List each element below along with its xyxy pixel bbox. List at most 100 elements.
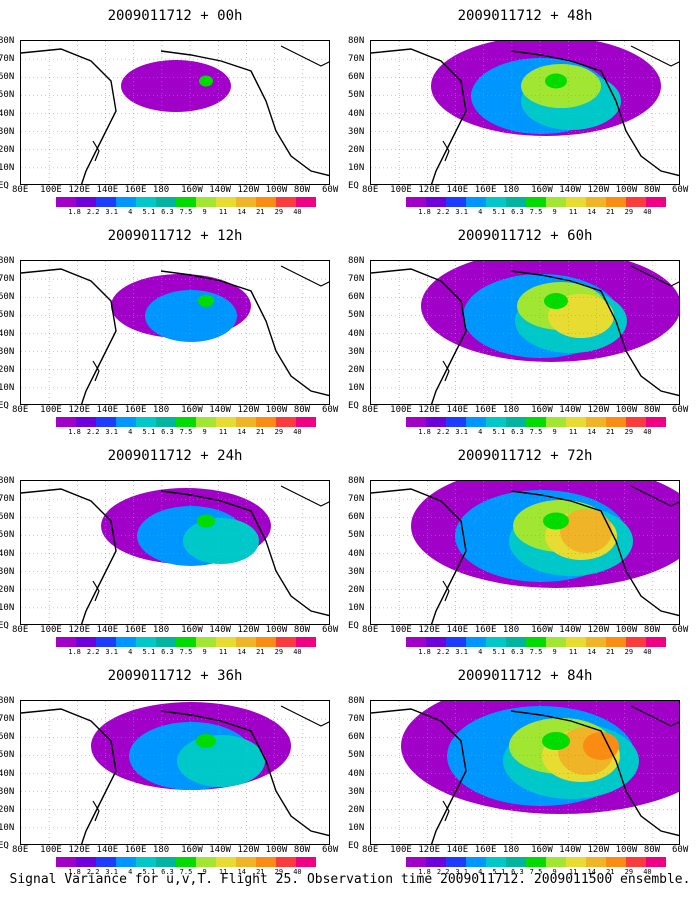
colorbar-label: 11 xyxy=(218,868,228,876)
longitude-label: 80E xyxy=(362,625,379,635)
colorbar-labels: 1.8 2.2 3.1 4 5.1 6.3 7.5 9 11 14 21 29 40 xyxy=(406,428,666,438)
colorbar-swatch xyxy=(646,417,666,427)
variance-map xyxy=(20,700,330,845)
latitude-label: 40N xyxy=(348,548,365,559)
colorbar-label: 40 xyxy=(643,648,652,656)
latitude-label: 60N xyxy=(348,72,365,83)
longitude-label: 160E xyxy=(124,185,147,195)
colorbar-swatch xyxy=(96,197,116,207)
latitude-label: 10N xyxy=(348,382,365,393)
longitude-label: 180 xyxy=(152,625,170,635)
longitude-label: 60W xyxy=(672,845,689,855)
longitude-label: 180 xyxy=(502,845,520,855)
longitude-label: 100E xyxy=(40,185,62,195)
map-panel: 2009011712 + 36h 80N 70N 60N 50N 40N 30N 20N 10N… xyxy=(0,660,350,876)
colorbar-swatch xyxy=(626,417,646,427)
latitude-label: EQ xyxy=(0,401,9,411)
longitude-label: 160W xyxy=(181,625,203,635)
colorbar-label: 11 xyxy=(218,428,228,436)
latitude-label: 30N xyxy=(0,786,15,797)
colorbar-swatch xyxy=(606,857,626,867)
colorbar-swatch xyxy=(76,417,96,427)
latitude-label: 20N xyxy=(348,584,365,595)
colorbar xyxy=(56,197,316,207)
colorbar-swatch xyxy=(296,857,316,867)
latitude-label: 40N xyxy=(348,328,365,339)
latitude-label: 70N xyxy=(0,54,15,65)
latitude-label: 60N xyxy=(348,292,365,303)
variance-map xyxy=(20,40,330,185)
colorbar-swatch xyxy=(156,197,176,207)
colorbar-label: 1.8 xyxy=(418,648,431,656)
colorbar-label: 4 xyxy=(478,868,483,876)
latitude-label: EQ xyxy=(0,181,9,191)
latitude-label: 60N xyxy=(0,72,15,83)
colorbar-swatch xyxy=(136,637,156,647)
longitude-label: 120E xyxy=(418,625,441,635)
latitude-label: 20N xyxy=(0,364,15,375)
colorbar-swatch xyxy=(196,417,216,427)
colorbar-label: 21 xyxy=(606,868,615,876)
colorbar-label: 40 xyxy=(293,428,302,436)
colorbar-swatch xyxy=(506,857,526,867)
latitude-label: 30N xyxy=(348,786,365,797)
latitude-label: 70N xyxy=(0,494,15,505)
colorbar-label: 14 xyxy=(587,428,596,436)
latitude-label: 10N xyxy=(0,162,15,173)
panel-title: 2009011712 + 84h xyxy=(457,668,593,684)
latitude-label: EQ xyxy=(348,621,359,631)
map-panel: 2009011712 + 72h 80N 70N 60N 50N 40N 30N 20N 10N… xyxy=(348,440,700,656)
colorbar-swatch xyxy=(646,857,666,867)
colorbar-label: 6.3 xyxy=(161,428,174,436)
colorbar-label: 14 xyxy=(237,208,246,216)
colorbar-label: 3.1 xyxy=(105,428,119,436)
colorbar-swatch xyxy=(406,857,426,867)
colorbar-swatch xyxy=(586,637,606,647)
colorbar-label: 7.5 xyxy=(179,648,193,656)
colorbar-swatch xyxy=(446,417,466,427)
longitude-label: 80W xyxy=(643,185,661,195)
colorbar-label: 5.1 xyxy=(142,648,156,656)
latitude-label: 40N xyxy=(0,328,15,339)
longitude-label: 120W xyxy=(587,185,610,195)
colorbar-swatch xyxy=(586,197,606,207)
colorbar-label: 1.8 xyxy=(68,208,81,216)
longitude-label: 180 xyxy=(152,845,170,855)
colorbar-swatch xyxy=(256,857,276,867)
longitude-label: 120W xyxy=(587,405,610,415)
longitude-label: 120E xyxy=(418,845,441,855)
colorbar-label: 3.1 xyxy=(455,208,469,216)
colorbar-label: 4 xyxy=(128,208,133,216)
latitude-label: 30N xyxy=(348,346,365,357)
latitude-label: 30N xyxy=(0,566,15,577)
longitude-label: 160E xyxy=(474,625,497,635)
colorbar-swatch xyxy=(116,637,136,647)
longitude-label: 140E xyxy=(446,185,469,195)
longitude-label: 160W xyxy=(531,185,553,195)
colorbar-labels: 1.8 2.2 3.1 4 5.1 6.3 7.5 9 11 14 21 29 40 xyxy=(406,868,666,878)
colorbar-label: 1.8 xyxy=(418,208,431,216)
longitude-label: 140E xyxy=(96,845,119,855)
colorbar-label: 21 xyxy=(606,208,615,216)
longitude-label: 160W xyxy=(531,625,553,635)
colorbar-swatch xyxy=(96,637,116,647)
colorbar-label: 6.3 xyxy=(161,868,174,876)
latitude-label: 30N xyxy=(348,126,365,137)
longitude-label: 140W xyxy=(209,625,231,635)
latitude-label: 10N xyxy=(0,822,15,833)
latitude-label: 50N xyxy=(0,310,15,321)
colorbar-swatch xyxy=(526,197,546,207)
colorbar-swatch xyxy=(506,197,526,207)
colorbar-label: 2.2 xyxy=(86,208,100,216)
colorbar-swatch xyxy=(276,857,296,867)
latitude-label: 80N xyxy=(348,696,365,706)
latitude-label: 20N xyxy=(348,364,365,375)
colorbar-labels: 1.8 2.2 3.1 4 5.1 6.3 7.5 9 11 14 21 29 40 xyxy=(406,208,666,218)
latitude-label: 60N xyxy=(348,512,365,523)
colorbar-swatch xyxy=(276,197,296,207)
colorbar-swatch xyxy=(256,637,276,647)
longitude-label: 80W xyxy=(643,845,661,855)
longitude-label: 80E xyxy=(362,845,379,855)
latitude-label: 50N xyxy=(348,530,365,541)
colorbar-swatch xyxy=(646,197,666,207)
